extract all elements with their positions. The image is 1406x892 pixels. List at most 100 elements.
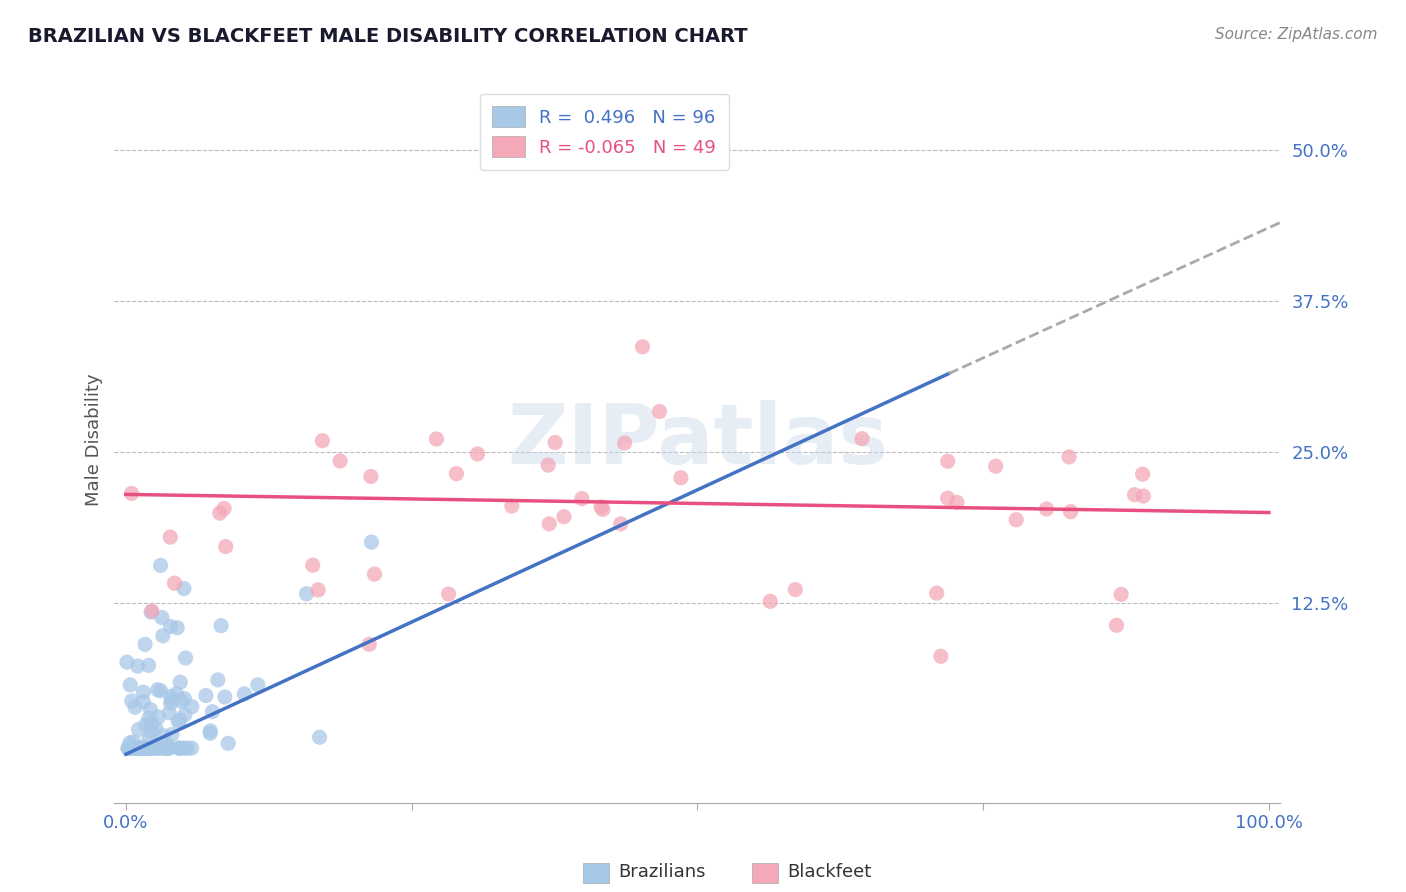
Point (308, 730, 330, 744)
Point (1057, 450, 1080, 464)
Point (155, 741, 177, 756)
Point (537, 458, 560, 472)
Point (150, 610, 173, 624)
Point (201, 705, 224, 719)
Point (141, 605, 163, 619)
Point (1123, 488, 1146, 502)
Point (631, 340, 654, 354)
Point (936, 491, 959, 505)
Point (146, 741, 169, 756)
Point (152, 629, 174, 643)
Point (152, 729, 174, 743)
Point (1132, 467, 1154, 482)
Point (669, 471, 692, 485)
Point (138, 731, 160, 746)
Legend: R =  0.496   N = 96, R = -0.065   N = 49: R = 0.496 N = 96, R = -0.065 N = 49 (479, 94, 728, 169)
Point (166, 621, 188, 635)
Point (785, 582, 807, 597)
Point (124, 700, 146, 714)
Point (131, 741, 153, 756)
Point (131, 741, 153, 756)
Point (141, 741, 163, 756)
Point (124, 741, 146, 756)
Point (1059, 505, 1081, 519)
Point (180, 741, 202, 756)
Point (138, 741, 160, 756)
Point (946, 495, 969, 509)
Point (360, 469, 382, 483)
Point (160, 727, 183, 741)
Point (167, 741, 190, 756)
Point (214, 690, 236, 704)
Point (145, 741, 167, 756)
Point (589, 500, 612, 514)
Point (1109, 587, 1132, 601)
Point (173, 707, 195, 722)
Point (307, 582, 329, 597)
Point (613, 436, 636, 450)
Point (194, 689, 217, 703)
Point (173, 582, 195, 596)
Point (929, 649, 952, 664)
Point (132, 741, 155, 756)
Point (217, 736, 239, 750)
Point (149, 683, 172, 698)
Point (925, 586, 948, 600)
Text: Brazilians: Brazilians (619, 863, 706, 881)
Point (139, 724, 162, 739)
Text: Source: ZipAtlas.com: Source: ZipAtlas.com (1215, 27, 1378, 42)
Point (134, 741, 156, 756)
Point (159, 696, 181, 710)
Point (145, 721, 167, 735)
Point (115, 655, 138, 669)
Point (121, 694, 143, 708)
Point (984, 459, 1007, 474)
Point (160, 690, 183, 704)
Point (246, 678, 269, 692)
Point (132, 685, 155, 699)
Point (128, 723, 150, 737)
Point (592, 502, 614, 516)
Text: Blackfeet: Blackfeet (787, 863, 872, 881)
Point (544, 435, 567, 450)
Point (538, 516, 561, 531)
Point (141, 741, 163, 756)
Point (132, 741, 155, 756)
Point (1035, 502, 1057, 516)
Point (118, 736, 141, 750)
Point (233, 687, 256, 701)
Point (1132, 489, 1154, 503)
Point (121, 486, 143, 500)
Point (200, 723, 222, 738)
Point (176, 741, 198, 756)
Point (169, 713, 191, 727)
Point (149, 558, 172, 573)
Point (170, 694, 193, 708)
Point (169, 741, 191, 756)
Point (851, 432, 873, 446)
Point (131, 741, 153, 756)
Point (571, 491, 593, 506)
Point (141, 741, 163, 756)
Point (501, 499, 523, 513)
Point (141, 716, 163, 731)
Point (132, 695, 155, 709)
Point (446, 467, 468, 481)
Point (134, 637, 156, 651)
Point (759, 594, 782, 608)
Point (159, 530, 181, 544)
Point (169, 675, 191, 690)
Point (157, 741, 180, 756)
Point (127, 741, 149, 756)
Point (163, 576, 186, 591)
Point (212, 501, 235, 516)
Point (311, 434, 333, 448)
Point (118, 741, 141, 756)
Point (198, 726, 221, 740)
Point (139, 703, 162, 717)
Point (553, 509, 575, 524)
Point (156, 738, 179, 752)
Point (139, 741, 162, 756)
Point (128, 741, 150, 756)
Point (1005, 513, 1028, 527)
